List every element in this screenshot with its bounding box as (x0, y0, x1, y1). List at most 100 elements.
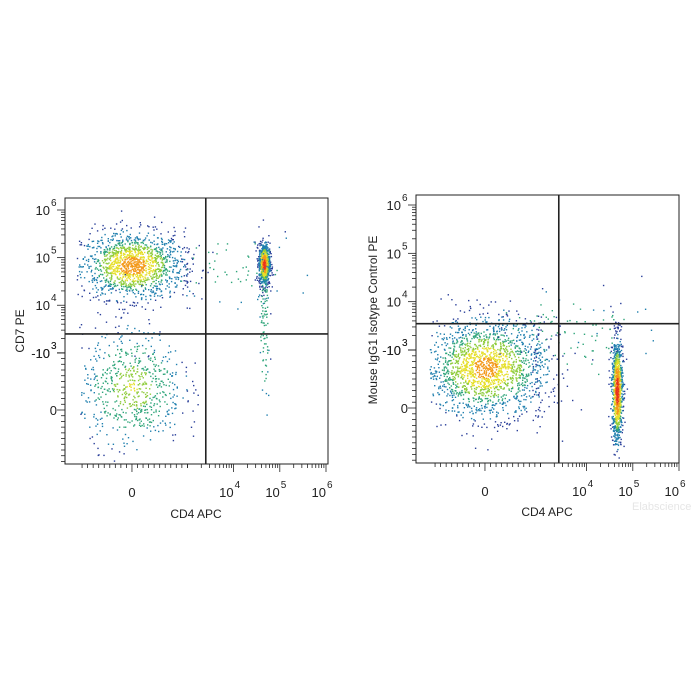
event-dot (463, 368, 465, 370)
event-dot (136, 272, 138, 274)
event-dot (446, 338, 448, 340)
event-dot (182, 288, 184, 290)
event-dot (503, 345, 506, 347)
event-dot (543, 321, 545, 323)
event-dot (135, 245, 137, 247)
event-dot (470, 372, 472, 375)
event-dot (128, 254, 130, 256)
event-dot (161, 243, 163, 245)
event-dot (469, 342, 471, 345)
event-dot (111, 388, 114, 390)
event-dot (140, 224, 142, 226)
event-dot (515, 358, 517, 361)
event-dot (134, 239, 137, 241)
event-dot (447, 354, 450, 356)
event-dot (483, 359, 485, 361)
event-dot (526, 411, 528, 413)
event-dot (100, 247, 102, 249)
event-dot (459, 367, 462, 369)
event-dot (146, 235, 148, 237)
event-dot (109, 257, 111, 260)
event-dot (498, 366, 501, 368)
event-dot (120, 282, 122, 284)
event-dot (522, 343, 524, 345)
event-dot (463, 359, 465, 361)
event-dot (514, 370, 516, 372)
event-dot (136, 405, 138, 407)
event-dot (514, 411, 516, 413)
event-dot (97, 342, 100, 344)
event-dot (127, 312, 129, 314)
event-dot (114, 260, 116, 262)
event-dot (266, 346, 269, 348)
event-dot (179, 246, 181, 248)
event-dot (91, 255, 93, 257)
event-dot (159, 268, 162, 271)
event-dot (258, 262, 260, 264)
event-dot (259, 274, 261, 277)
event-dot (266, 283, 269, 285)
event-dot (158, 430, 160, 433)
event-dot (125, 375, 127, 377)
event-dot (458, 328, 460, 330)
event-dot (125, 412, 127, 414)
event-dot (266, 306, 269, 308)
event-dot (539, 381, 542, 383)
event-dot (142, 269, 145, 271)
event-dot (153, 261, 155, 263)
event-dot (478, 396, 480, 398)
event-dot (85, 400, 87, 402)
event-dot (156, 392, 158, 395)
event-dot (501, 365, 503, 367)
event-dot (121, 241, 123, 244)
event-dot (261, 315, 264, 317)
event-dot (511, 340, 513, 342)
event-dot (153, 234, 155, 236)
event-dot (494, 349, 496, 351)
event-dot (468, 309, 471, 312)
event-dot (538, 394, 540, 396)
event-dot (270, 313, 272, 315)
event-dot (541, 399, 543, 401)
event-dot (525, 399, 527, 401)
event-dot (498, 384, 500, 386)
event-dot (191, 257, 193, 259)
event-dot (480, 389, 482, 391)
event-dot (469, 411, 471, 414)
event-dot (132, 254, 134, 256)
event-dot (538, 364, 541, 367)
event-dot (468, 367, 471, 370)
event-dot (271, 286, 273, 288)
event-dot (493, 328, 495, 330)
event-dot (258, 256, 260, 258)
event-dot (469, 406, 471, 408)
event-dot (495, 364, 498, 367)
event-dot (443, 375, 446, 377)
event-dot (119, 352, 121, 355)
event-dot (444, 342, 446, 344)
event-dot (115, 289, 117, 292)
event-dot (153, 276, 156, 278)
event-dot (141, 252, 143, 254)
event-dot (120, 336, 122, 338)
event-dot (87, 264, 89, 266)
event-dot (260, 272, 263, 275)
event-dot (261, 261, 264, 264)
event-dot (266, 289, 268, 291)
event-dot (129, 405, 131, 408)
event-dot (519, 371, 521, 374)
event-dot (458, 411, 460, 413)
event-dot (101, 417, 103, 419)
event-dot (131, 257, 133, 259)
event-dot (131, 266, 133, 268)
event-dot (261, 274, 263, 276)
event-dot (143, 280, 146, 282)
event-dot (93, 373, 96, 375)
event-dot (179, 260, 182, 263)
event-dot (535, 391, 537, 394)
event-dot (498, 369, 501, 372)
event-dot (119, 373, 121, 376)
event-dot (139, 272, 141, 274)
event-dot (492, 329, 495, 331)
event-dot (175, 407, 177, 409)
